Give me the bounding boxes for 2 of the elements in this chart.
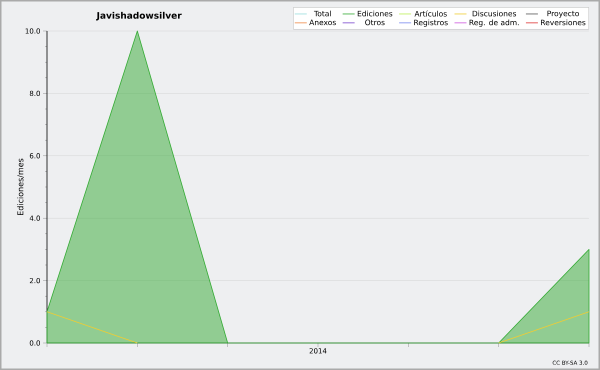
chart-title: Javishadowsilver	[96, 12, 182, 20]
y-axis-title: Ediciones/mes	[17, 158, 24, 216]
